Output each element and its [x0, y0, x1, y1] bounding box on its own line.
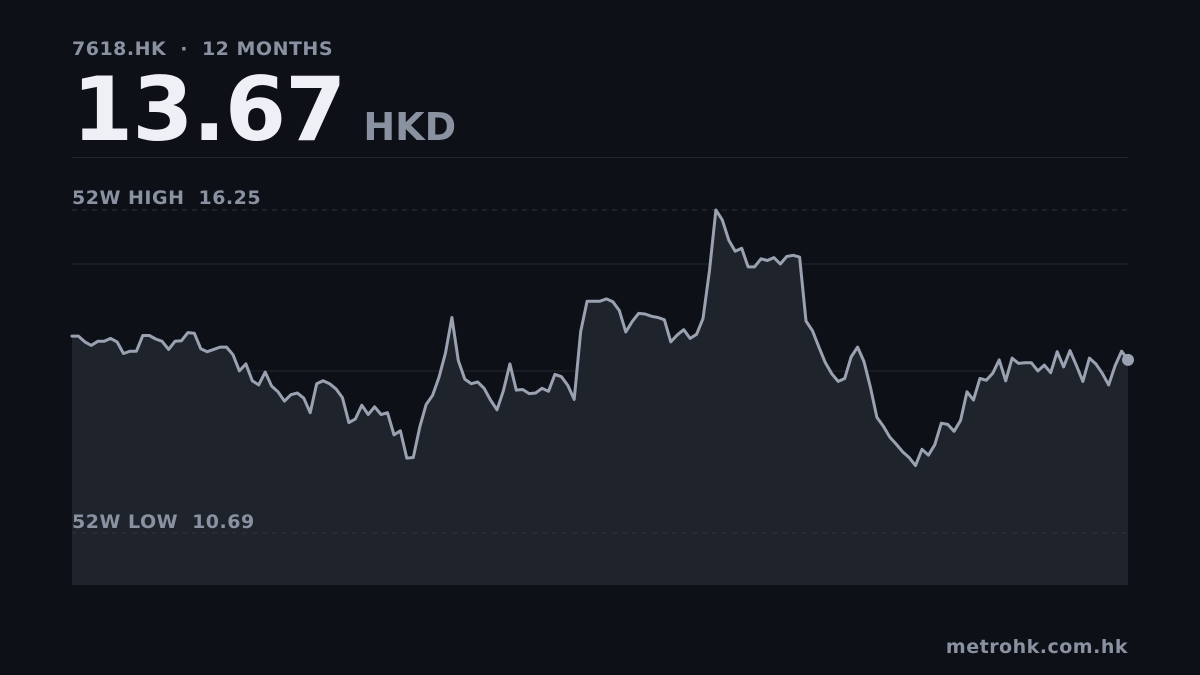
high-label-text: 52W HIGH [72, 187, 184, 209]
current-price: 13.67 [72, 58, 346, 161]
price-line [70, 208, 1130, 468]
site-footer: metrohk.com.hk [945, 636, 1128, 658]
low-label: 52W LOW 10.69 [72, 511, 255, 533]
ticker-symbol: 7618.HK [72, 38, 167, 60]
currency-label: HKD [363, 105, 457, 149]
ticker-header: 7618.HK · 12 MONTHS [72, 38, 333, 60]
price-area-fill [72, 210, 1128, 585]
high-label-value: 16.25 [198, 187, 261, 209]
high-label: 52W HIGH 16.25 [72, 187, 261, 209]
low-label-value: 10.69 [192, 511, 255, 533]
ticker-separator: · [180, 38, 188, 60]
price-display: 13.67 HKD [72, 66, 456, 154]
last-price-marker [1122, 353, 1134, 366]
low-label-text: 52W LOW [72, 511, 178, 533]
period-label: 12 MONTHS [201, 38, 334, 60]
header-divider [72, 157, 1128, 158]
